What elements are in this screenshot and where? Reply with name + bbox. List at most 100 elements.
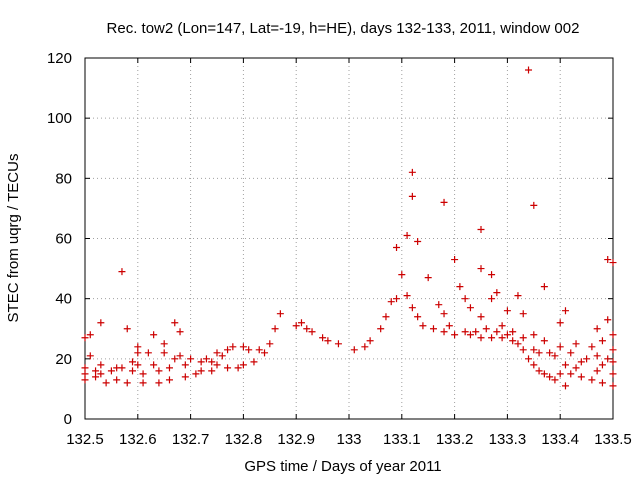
data-point: [107, 367, 115, 375]
data-point: [139, 379, 147, 387]
data-point: [192, 370, 200, 378]
x-tick-label: 132.9: [277, 431, 315, 448]
data-point: [519, 334, 527, 342]
data-point: [609, 346, 617, 354]
data-point: [493, 289, 501, 297]
data-point: [160, 340, 168, 348]
data-point: [134, 349, 142, 357]
data-point: [451, 331, 459, 339]
data-point: [530, 331, 538, 339]
data-point: [424, 274, 432, 282]
data-point: [202, 355, 210, 363]
data-point: [514, 292, 522, 300]
data-point: [81, 334, 89, 342]
data-point: [218, 352, 226, 360]
data-point: [567, 349, 575, 357]
data-point: [118, 364, 126, 372]
data-point: [572, 364, 580, 372]
data-point: [604, 316, 612, 324]
data-point: [408, 168, 416, 176]
data-point: [540, 370, 548, 378]
data-point: [408, 304, 416, 312]
data-point: [334, 340, 342, 348]
x-tick-label: 133.1: [383, 431, 421, 448]
data-point: [81, 364, 89, 372]
data-point: [588, 343, 596, 351]
data-point: [488, 295, 496, 303]
data-point: [229, 343, 237, 351]
data-point: [97, 319, 105, 327]
data-point: [276, 310, 284, 318]
data-point: [609, 382, 617, 390]
data-point: [572, 340, 580, 348]
data-point: [292, 322, 300, 330]
data-point: [398, 271, 406, 279]
data-point: [255, 346, 263, 354]
data-point: [588, 376, 596, 384]
data-point: [165, 376, 173, 384]
data-point: [440, 328, 448, 336]
data-point: [86, 352, 94, 360]
data-point: [113, 376, 121, 384]
data-point: [477, 334, 485, 342]
data-point: [271, 325, 279, 333]
data-point: [583, 355, 591, 363]
data-point: [598, 361, 606, 369]
data-point: [224, 364, 232, 372]
data-point: [224, 346, 232, 354]
data-point: [81, 370, 89, 378]
data-point: [245, 346, 253, 354]
axis-ticks: 132.5 132.6 132.7 132.8 132.9 133 133.1 133.2 13…: [47, 50, 632, 448]
y-tick-label: 40: [55, 291, 72, 308]
x-tick-label: 132.8: [225, 431, 263, 448]
x-tick-label: 133.2: [436, 431, 474, 448]
x-tick-label: 133.3: [489, 431, 527, 448]
data-point: [604, 256, 612, 264]
data-point: [488, 271, 496, 279]
data-point: [81, 376, 89, 384]
data-point: [187, 355, 195, 363]
data-point: [297, 319, 305, 327]
data-point: [477, 225, 485, 233]
data-point: [261, 349, 269, 357]
data-point: [493, 328, 501, 336]
data-point: [440, 310, 448, 318]
data-point: [609, 370, 617, 378]
data-point: [144, 349, 152, 357]
data-point: [593, 352, 601, 360]
data-point: [213, 349, 221, 357]
data-point: [92, 373, 100, 381]
data-point: [488, 334, 496, 342]
y-tick-label: 20: [55, 351, 72, 368]
data-point: [129, 367, 137, 375]
y-tick-label: 0: [64, 411, 72, 428]
data-points: [81, 66, 617, 390]
data-point: [535, 367, 543, 375]
data-point: [382, 313, 390, 321]
data-point: [86, 331, 94, 339]
data-point: [477, 265, 485, 273]
data-point: [403, 231, 411, 239]
data-point: [102, 379, 110, 387]
x-tick-label: 133.4: [541, 431, 579, 448]
data-point: [213, 361, 221, 369]
y-tick-label: 100: [47, 110, 72, 127]
data-point: [577, 358, 585, 366]
data-point: [525, 355, 533, 363]
x-tick-label: 133: [336, 431, 361, 448]
data-point: [155, 367, 163, 375]
data-point: [498, 322, 506, 330]
data-point: [197, 358, 205, 366]
data-point: [176, 328, 184, 336]
data-point: [593, 325, 601, 333]
x-tick-label: 133.5: [594, 431, 632, 448]
data-point: [461, 328, 469, 336]
data-point: [561, 307, 569, 315]
data-point: [324, 337, 332, 345]
data-point: [472, 328, 480, 336]
data-point: [160, 349, 168, 357]
data-point: [197, 367, 205, 375]
y-tick-label: 120: [47, 50, 72, 67]
data-point: [503, 307, 511, 315]
